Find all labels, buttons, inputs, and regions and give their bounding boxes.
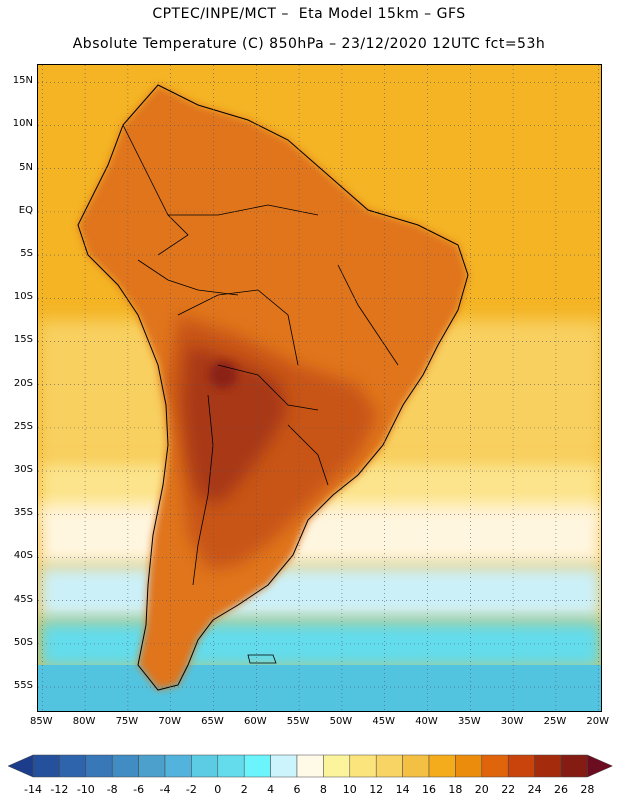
- border-uruguay: [287, 424, 329, 486]
- colorbar-tick-label: -10: [76, 783, 95, 796]
- border-chile-argentina: [192, 394, 214, 586]
- lon-tick-label: 85W: [29, 716, 53, 727]
- colorbar-swatch: [217, 754, 245, 778]
- lat-tick-label: 5N: [19, 161, 33, 173]
- lon-tick-label: 75W: [115, 716, 139, 727]
- colorbar-tick-label: 4: [267, 783, 275, 796]
- colorbar-max-arrow: [587, 754, 614, 778]
- lat-tick-label: 30S: [13, 464, 33, 476]
- ocean-lightcyan-band: [38, 565, 601, 620]
- colorbar-tick-label: 18: [448, 783, 463, 796]
- colorbar-tick-label: -12: [50, 783, 69, 796]
- colorbar-swatch: [296, 754, 324, 778]
- lon-tick-label: 45W: [372, 716, 396, 727]
- colorbar-tick-label: -14: [24, 783, 42, 796]
- ocean-pale-band: [38, 505, 601, 565]
- lon-tick-label: 65W: [201, 716, 224, 727]
- border-paraguay: [217, 364, 319, 411]
- lat-tick-label: 20S: [13, 377, 33, 389]
- colorbar-swatch: [507, 754, 535, 778]
- colorbar-swatch: [481, 754, 509, 778]
- lon-tick-label: 35W: [457, 716, 481, 727]
- colorbar-swatch: [138, 754, 166, 778]
- lat-tick-label: 35S: [13, 507, 33, 519]
- border-bolivia: [177, 289, 299, 366]
- colorbar-tick-label: 26: [554, 783, 568, 796]
- colorbar-tick-label: 2: [240, 783, 248, 796]
- lat-tick-label: 15S: [13, 334, 33, 346]
- map-panel: [37, 64, 602, 712]
- lon-tick-label: 80W: [72, 716, 96, 727]
- colorbar-tick-label: -2: [185, 783, 197, 796]
- lon-tick-label: 60W: [243, 716, 267, 727]
- lat-tick-label: 10S: [13, 291, 33, 303]
- colorbar-swatch: [428, 754, 456, 778]
- colorbar-tick-label: -4: [159, 783, 171, 796]
- lat-tick-label: 50S: [13, 636, 33, 648]
- colorbar-swatch: [85, 754, 113, 778]
- colorbar-tick-label: -8: [106, 783, 118, 796]
- title-line-1: CPTEC/INPE/MCT – Eta Model 15km – GFS: [152, 6, 466, 22]
- colorbar-tick-label: 14: [395, 783, 410, 796]
- colorbar-tick-label: 8: [319, 783, 327, 796]
- border-brazil-states: [337, 264, 399, 366]
- colorbar-tick-label: -6: [133, 783, 145, 796]
- temperature-map: [38, 65, 601, 711]
- lon-tick-label: 20W: [586, 716, 610, 727]
- border-peru-north: [137, 259, 239, 296]
- country-borders: [122, 124, 399, 586]
- coastline: [77, 84, 469, 691]
- colorbar-tick-label: 22: [501, 783, 516, 796]
- lon-tick-label: 25W: [543, 716, 567, 727]
- colorbar-tick-label: 28: [580, 783, 595, 796]
- lat-lon-grid: [38, 65, 601, 711]
- colorbar-min-arrow: [7, 754, 34, 778]
- colorbar-tick-label: 20: [474, 783, 489, 796]
- lat-tick-label: EQ: [18, 204, 33, 216]
- lat-tick-label: 10N: [12, 118, 33, 130]
- colorbar-tick-label: 16: [422, 783, 436, 796]
- lat-tick-label: 40S: [13, 550, 33, 562]
- colorbar-swatch: [349, 754, 377, 778]
- lat-tick-label: 5S: [20, 248, 33, 260]
- lon-tick-label: 55W: [286, 716, 310, 727]
- colorbar-swatch: [560, 754, 588, 778]
- colorbar-tick-label: 6: [293, 783, 301, 796]
- colorbar-swatch: [270, 754, 298, 778]
- falkland-islands: [247, 654, 277, 664]
- lat-tick-label: 15N: [12, 75, 33, 87]
- title-line-2: Absolute Temperature (C) 850hPa – 23/12/…: [72, 36, 546, 52]
- lon-tick-label: 70W: [158, 716, 181, 727]
- colorbar-swatch: [164, 754, 192, 778]
- temperature-colorbar: [7, 754, 614, 778]
- lat-tick-label: 55S: [13, 680, 33, 692]
- border-venezuela-brazil: [168, 204, 319, 216]
- ocean-cyan-band: [38, 620, 601, 670]
- colorbar-swatch: [455, 754, 483, 778]
- colorbar-tick-label: 0: [214, 783, 222, 796]
- lon-tick-label: 40W: [415, 716, 438, 727]
- colorbar-swatch: [111, 754, 139, 778]
- colorbar-tick-label: 12: [369, 783, 384, 796]
- colorbar-swatch: [323, 754, 351, 778]
- colorbar-swatch: [191, 754, 219, 778]
- land-hottest-region: [183, 345, 288, 505]
- colorbar-swatch: [243, 754, 271, 778]
- colorbar-swatch: [375, 754, 403, 778]
- colorbar-swatch: [59, 754, 87, 778]
- colorbar-tick-label: 10: [342, 783, 357, 796]
- colorbar-swatch: [534, 754, 562, 778]
- colorbar-swatch: [32, 754, 60, 778]
- lon-tick-label: 50W: [329, 716, 353, 727]
- lon-tick-label: 30W: [500, 716, 524, 727]
- colorbar-swatch: [402, 754, 430, 778]
- lat-tick-label: 25S: [13, 420, 33, 432]
- ocean-cold-band: [38, 665, 601, 711]
- lat-tick-label: 45S: [13, 593, 33, 605]
- colorbar-tick-label: 24: [527, 783, 542, 796]
